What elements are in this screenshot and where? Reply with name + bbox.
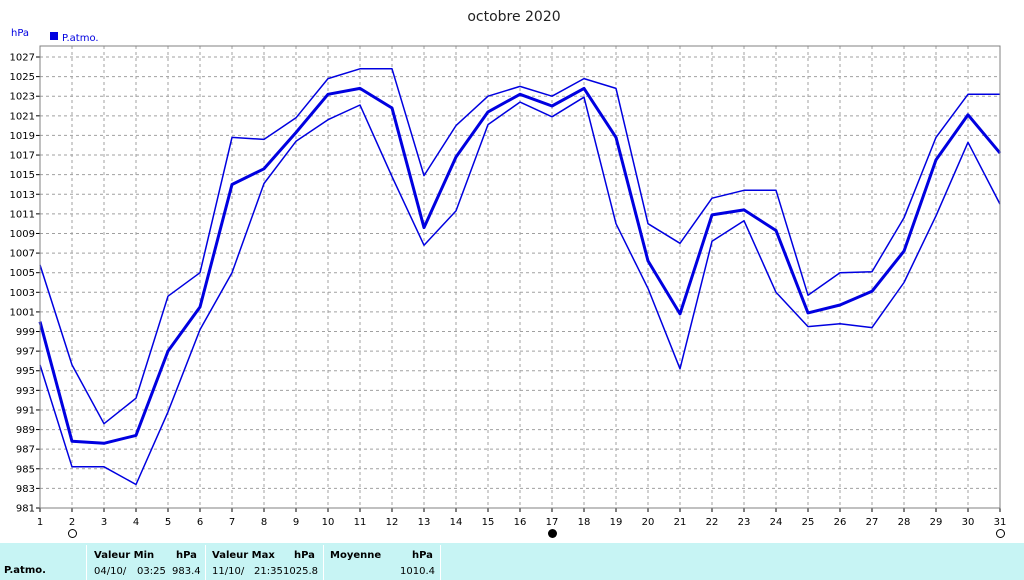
- min-unit: hPa: [176, 550, 197, 561]
- x-tick-label: 10: [322, 517, 335, 528]
- y-tick-label: 985: [16, 464, 35, 475]
- x-tick-label: 12: [386, 517, 399, 528]
- mean-unit: hPa: [412, 550, 433, 561]
- plot-frame: [39, 45, 1001, 509]
- y-tick-label: 1011: [10, 209, 35, 220]
- x-tick-label: 14: [450, 517, 463, 528]
- x-tick-label: 26: [834, 517, 847, 528]
- legend-swatch: [50, 32, 58, 40]
- max-value: 1025.8: [283, 566, 318, 577]
- y-tick-label: 983: [16, 484, 35, 495]
- y-tick-label: 1005: [10, 268, 35, 279]
- max-unit: hPa: [294, 550, 315, 561]
- pressure-chart: octobre 2020 hPa P.atmo. 981983985987989…: [10, 9, 1007, 528]
- min-time: 03:25: [137, 566, 166, 577]
- mean-value: 1010.4: [400, 566, 435, 577]
- series-lines: [38, 68, 1002, 486]
- series-line-max: [39, 68, 1000, 425]
- x-tick-label: 11: [354, 517, 367, 528]
- legend-label: P.atmo.: [62, 33, 99, 44]
- footer-separator: [86, 545, 87, 580]
- y-tick-label: 989: [16, 425, 35, 436]
- full-moon-icon: [547, 529, 557, 538]
- x-tick-label: 7: [229, 517, 235, 528]
- chart-title: octobre 2020: [467, 9, 560, 25]
- x-tick-label: 25: [802, 517, 815, 528]
- x-tick-label: 20: [642, 517, 655, 528]
- footer-separator: [440, 545, 441, 580]
- min-header: Valeur Min: [94, 550, 155, 561]
- y-tick-label: 1015: [10, 170, 35, 181]
- y-tick-label: 993: [16, 386, 35, 397]
- x-tick-label: 18: [578, 517, 591, 528]
- x-tick-label: 9: [293, 517, 299, 528]
- footer-separator: [323, 545, 324, 580]
- x-tick-label: 28: [898, 517, 911, 528]
- x-tick-label: 23: [738, 517, 751, 528]
- new-moon-icon: [995, 529, 1005, 538]
- min-value: 983.4: [172, 566, 201, 577]
- series-line-mean: [38, 86, 1002, 445]
- x-tick-label: 19: [610, 517, 623, 528]
- y-tick-label: 981: [16, 504, 35, 515]
- x-tick-label: 5: [165, 517, 171, 528]
- y-tick-label: 1013: [10, 190, 35, 201]
- x-tick-label: 13: [418, 517, 431, 528]
- y-tick-label: 1027: [10, 53, 35, 64]
- max-header: Valeur Max: [212, 550, 275, 561]
- x-tick-label: 6: [197, 517, 203, 528]
- y-tick-label: 999: [16, 327, 35, 338]
- y-tick-label: 1023: [10, 92, 35, 103]
- y-tick-label: 1001: [10, 307, 35, 318]
- footer-row-label: P.atmo.: [4, 565, 46, 576]
- x-tick-label: 21: [674, 517, 687, 528]
- new-moon-icon: [67, 529, 77, 538]
- y-tick-labels: 981 983 985 987 989 991 993 995 997 999 1001 1003 10…: [10, 53, 35, 515]
- x-tick-labels: 1 2 3 4 5 6 7 8 9 10 11 12 13 14 15 16 17 18 19 20 21 22 23 24 2…: [37, 517, 1007, 528]
- x-tick-label: 31: [994, 517, 1007, 528]
- max-date: 11/10/: [212, 566, 245, 577]
- y-tick-label: 1021: [10, 111, 35, 122]
- x-tick-label: 1: [37, 517, 43, 528]
- x-tick-label: 15: [482, 517, 495, 528]
- y-tick-label: 987: [16, 445, 35, 456]
- series-line-min: [39, 96, 1001, 486]
- x-tick-label: 16: [514, 517, 527, 528]
- min-date: 04/10/: [94, 566, 127, 577]
- x-tick-label: 4: [133, 517, 139, 528]
- y-tick-label: 1003: [10, 288, 35, 299]
- y-tick-label: 991: [16, 405, 35, 416]
- grid: [36, 46, 1001, 512]
- x-tick-label: 2: [69, 517, 75, 528]
- footer-separator: [205, 545, 206, 580]
- y-tick-label: 1025: [10, 72, 35, 83]
- y-tick-label: 997: [16, 347, 35, 358]
- x-tick-label: 30: [962, 517, 975, 528]
- x-tick-label: 29: [930, 517, 943, 528]
- x-tick-label: 22: [706, 517, 719, 528]
- y-tick-label: 995: [16, 366, 35, 377]
- x-tick-label: 24: [770, 517, 783, 528]
- x-tick-label: 8: [261, 517, 267, 528]
- y-axis-unit: hPa: [11, 28, 29, 39]
- stats-footer: P.atmo. Valeur Min hPa 04/10/ 03:25 983.…: [0, 543, 1024, 580]
- x-tick-label: 3: [101, 517, 107, 528]
- y-tick-label: 1009: [10, 229, 35, 240]
- y-tick-label: 1017: [10, 151, 35, 162]
- y-tick-label: 1007: [10, 249, 35, 260]
- mean-header: Moyenne: [330, 550, 382, 561]
- max-time: 21:35: [254, 566, 283, 577]
- y-tick-label: 1019: [10, 131, 35, 142]
- x-tick-label: 17: [546, 517, 559, 528]
- x-tick-label: 27: [866, 517, 879, 528]
